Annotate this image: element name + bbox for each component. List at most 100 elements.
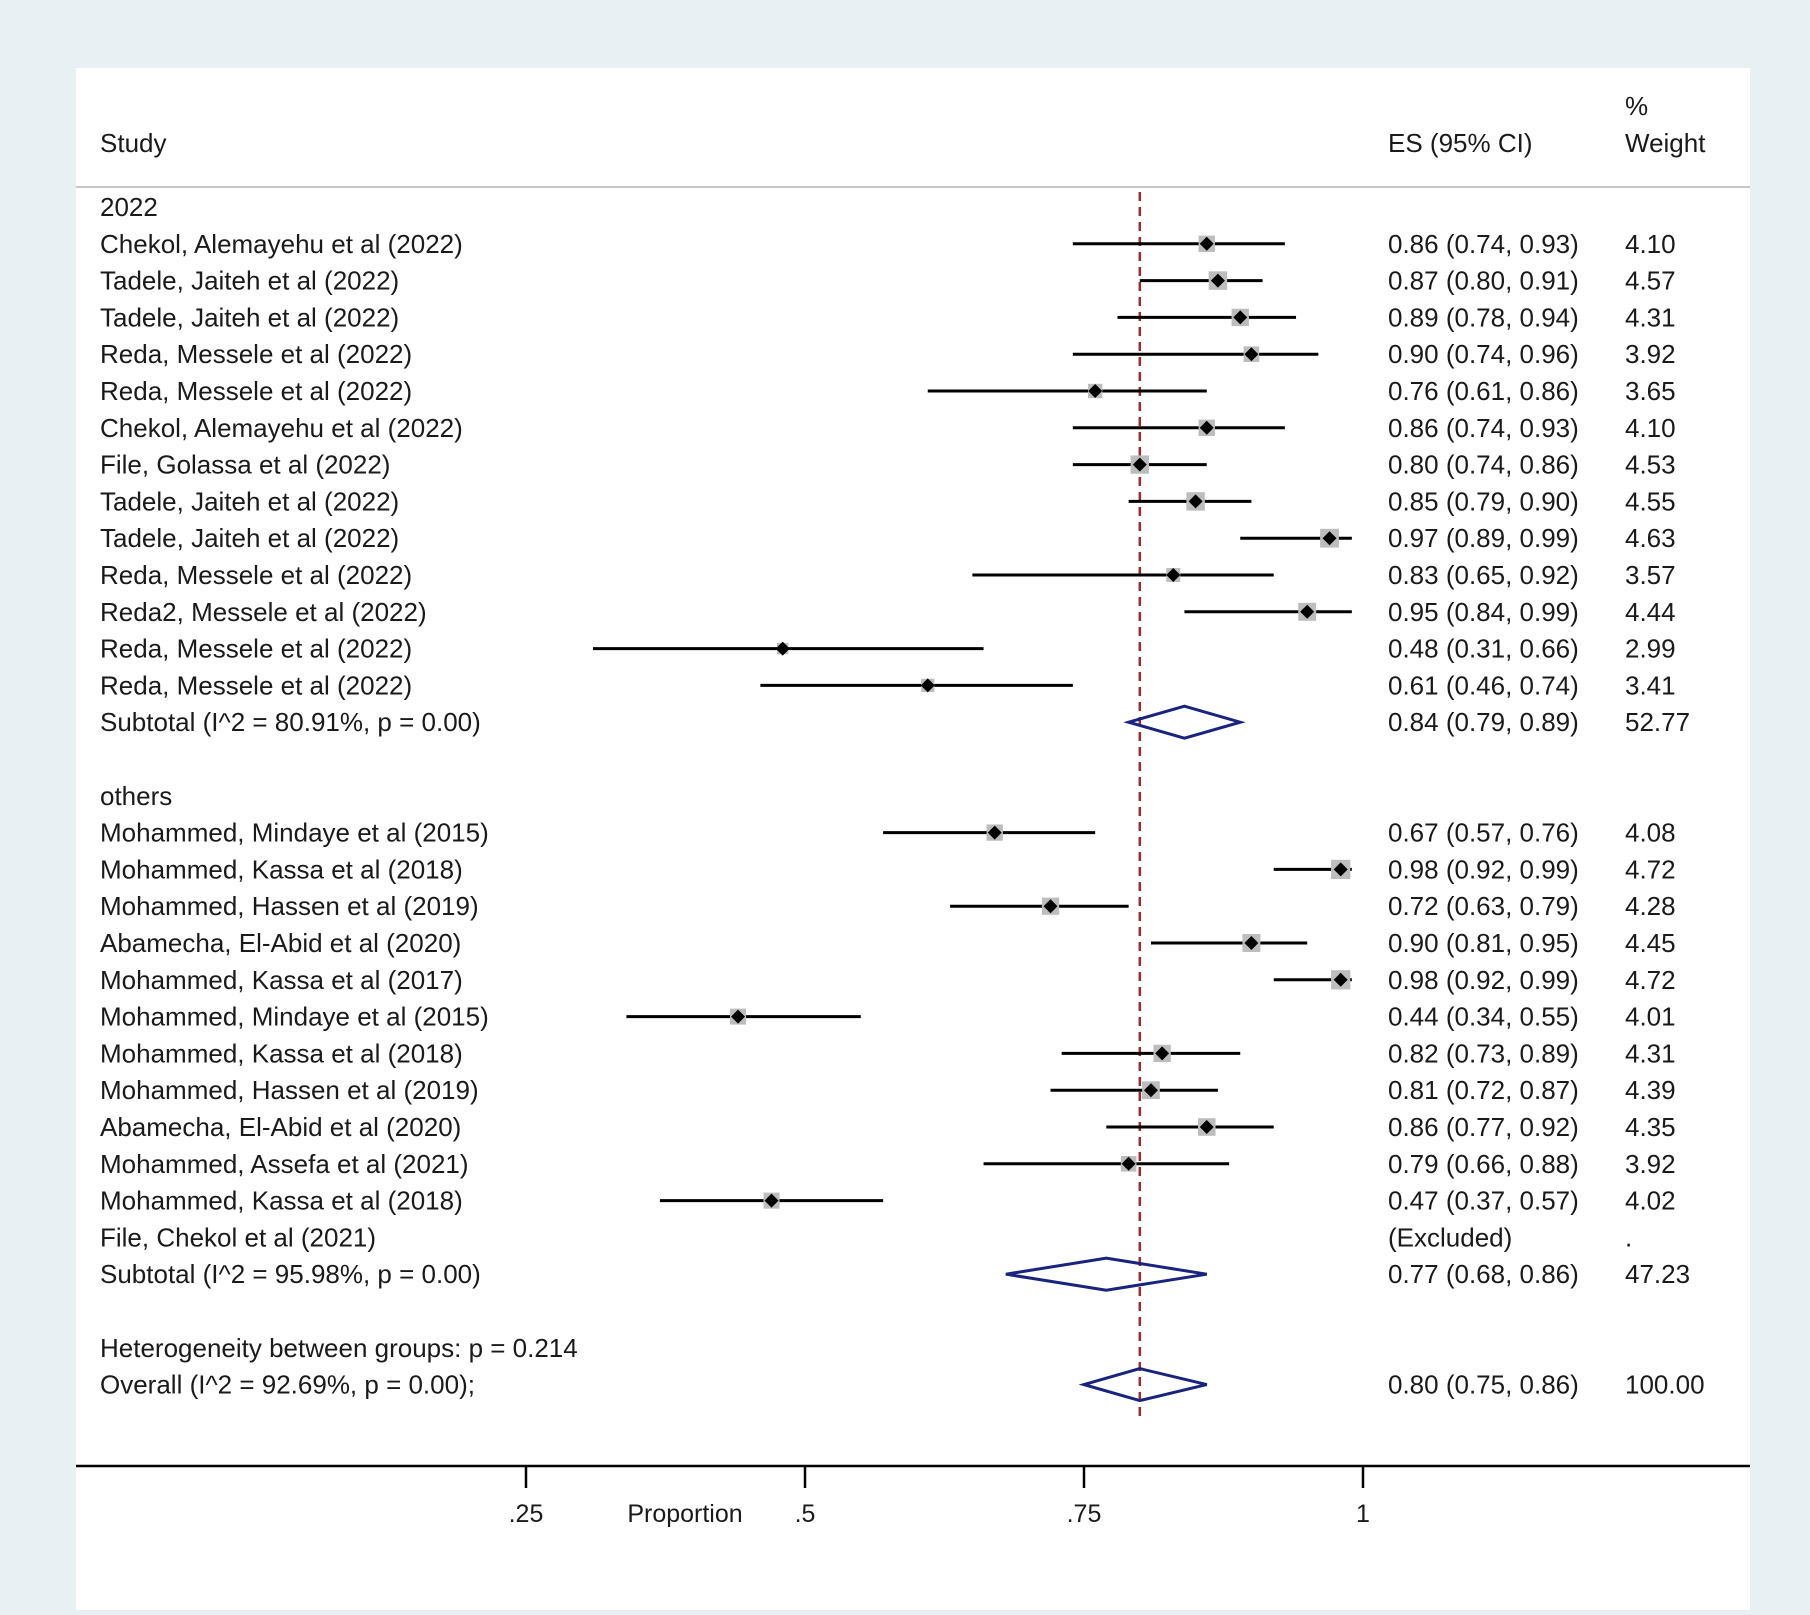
es-ci-value: 0.77 (0.68, 0.86) [1388, 1259, 1579, 1289]
point-estimate [1199, 1120, 1214, 1134]
heterogeneity-label: Heterogeneity between groups: p = 0.214 [100, 1333, 578, 1363]
weight-value: 4.02 [1625, 1186, 1676, 1216]
weight-value: 4.45 [1625, 928, 1676, 958]
point-estimate [775, 641, 790, 656]
point-estimate [1233, 310, 1248, 325]
study-label: Reda2, Messele et al (2022) [100, 597, 427, 627]
weight-value: 4.72 [1625, 854, 1676, 884]
study-label: File, Chekol et al (2021) [100, 1222, 376, 1252]
point-estimate [1121, 1156, 1136, 1171]
forest-plot-panel [76, 68, 1750, 1610]
study-label: Abamecha, El-Abid et al (2020) [100, 1112, 461, 1142]
es-ci-value: 0.83 (0.65, 0.92) [1388, 560, 1579, 590]
point-estimate [1166, 568, 1181, 582]
study-label: Chekol, Alemayehu et al (2022) [100, 229, 463, 259]
es-ci-value: 0.80 (0.75, 0.86) [1388, 1370, 1579, 1400]
es-ci-value: 0.72 (0.63, 0.79) [1388, 891, 1579, 921]
point-estimate [1088, 384, 1103, 398]
weight-value: 4.57 [1625, 266, 1676, 296]
es-ci-value: 0.47 (0.37, 0.57) [1388, 1186, 1579, 1216]
weight-value: 3.92 [1625, 339, 1676, 369]
es-ci-value: 0.89 (0.78, 0.94) [1388, 302, 1579, 332]
study-label: Reda, Messele et al (2022) [100, 339, 412, 369]
weight-column-header: Weight [1625, 128, 1706, 158]
es-ci-value: 0.61 (0.46, 0.74) [1388, 670, 1579, 700]
point-estimate [1333, 972, 1348, 987]
study-label: Abamecha, El-Abid et al (2020) [100, 928, 461, 958]
es-ci-value: 0.79 (0.66, 0.88) [1388, 1149, 1579, 1179]
study-label: Tadele, Jaiteh et al (2022) [100, 523, 399, 553]
study-label: Tadele, Jaiteh et al (2022) [100, 302, 399, 332]
study-label: Mohammed, Kassa et al (2018) [100, 854, 463, 884]
study-label: Mohammed, Mindaye et al (2015) [100, 1002, 489, 1032]
point-estimate [1155, 1046, 1170, 1061]
point-estimate [1043, 899, 1058, 914]
weight-value: 4.28 [1625, 891, 1676, 921]
point-estimate [1244, 936, 1259, 950]
study-label: Mohammed, Hassen et al (2019) [100, 891, 479, 921]
es-ci-value: 0.48 (0.31, 0.66) [1388, 634, 1579, 664]
es-ci-value: 0.98 (0.92, 0.99) [1388, 854, 1579, 884]
subtotal-diamond [1005, 1256, 1207, 1292]
x-tick-label: .25 [509, 1500, 544, 1528]
point-estimate [1244, 347, 1259, 362]
weight-value: 4.39 [1625, 1075, 1676, 1105]
point-estimate [1143, 1083, 1158, 1098]
es-ci-value: 0.97 (0.89, 0.99) [1388, 523, 1579, 553]
weight-value: 3.92 [1625, 1149, 1676, 1179]
study-label: Mohammed, Hassen et al (2019) [100, 1075, 479, 1105]
weight-value: 3.57 [1625, 560, 1676, 590]
es-ci-value: (Excluded) [1388, 1222, 1512, 1252]
es-ci-value: 0.80 (0.74, 0.86) [1388, 450, 1579, 480]
weight-value: 4.55 [1625, 486, 1676, 516]
es-ci-value: 0.86 (0.74, 0.93) [1388, 413, 1579, 443]
weight-value: 52.77 [1625, 707, 1690, 737]
study-label: File, Golassa et al (2022) [100, 450, 390, 480]
weight-value: 4.10 [1625, 413, 1676, 443]
es-ci-value: 0.67 (0.57, 0.76) [1388, 818, 1579, 848]
weight-value: 100.00 [1625, 1370, 1705, 1400]
study-label: Reda, Messele et al (2022) [100, 376, 412, 406]
x-tick-label: .5 [795, 1500, 816, 1528]
point-estimate [920, 678, 935, 693]
weight-value: 4.35 [1625, 1112, 1676, 1142]
point-estimate [1188, 494, 1203, 509]
point-estimate [1132, 457, 1147, 472]
point-estimate [1210, 273, 1225, 288]
es-ci-value: 0.44 (0.34, 0.55) [1388, 1002, 1579, 1032]
subtotal-diamond [1123, 704, 1246, 740]
point-estimate [731, 1009, 746, 1024]
study-column-header: Study [100, 128, 167, 158]
es-ci-value: 0.82 (0.73, 0.89) [1388, 1038, 1579, 1068]
weight-value: 3.41 [1625, 670, 1676, 700]
study-label: Reda, Messele et al (2022) [100, 670, 412, 700]
weight-value: 4.53 [1625, 450, 1676, 480]
group-label: others [100, 781, 172, 811]
study-label: Reda, Messele et al (2022) [100, 634, 412, 664]
x-tick-label: 1 [1356, 1500, 1370, 1528]
es-ci-value: 0.85 (0.79, 0.90) [1388, 486, 1579, 516]
weight-value: 4.44 [1625, 597, 1676, 627]
point-estimate [1333, 862, 1348, 877]
study-label: Mohammed, Mindaye et al (2015) [100, 818, 489, 848]
weight-value: 4.10 [1625, 229, 1676, 259]
weight-value: 4.01 [1625, 1002, 1676, 1032]
es-ci-value: 0.95 (0.84, 0.99) [1388, 597, 1579, 627]
es-ci-value: 0.76 (0.61, 0.86) [1388, 376, 1579, 406]
point-estimate [1199, 236, 1214, 251]
weight-value: 4.08 [1625, 818, 1676, 848]
es-ci-value: 0.81 (0.72, 0.87) [1388, 1075, 1579, 1105]
point-estimate [987, 825, 1002, 840]
subtotal-label: Subtotal (I^2 = 95.98%, p = 0.00) [100, 1259, 481, 1289]
weight-value: . [1625, 1222, 1632, 1252]
weight-value: 4.63 [1625, 523, 1676, 553]
weight-value: 4.31 [1625, 1038, 1676, 1068]
es-ci-value: 0.90 (0.74, 0.96) [1388, 339, 1579, 369]
es-column-header: ES (95% CI) [1388, 128, 1533, 158]
weight-value: 4.72 [1625, 965, 1676, 995]
x-tick-label: .75 [1067, 1500, 1102, 1528]
point-estimate [1199, 420, 1214, 435]
study-label: Tadele, Jaiteh et al (2022) [100, 486, 399, 516]
weight-value: 3.65 [1625, 376, 1676, 406]
